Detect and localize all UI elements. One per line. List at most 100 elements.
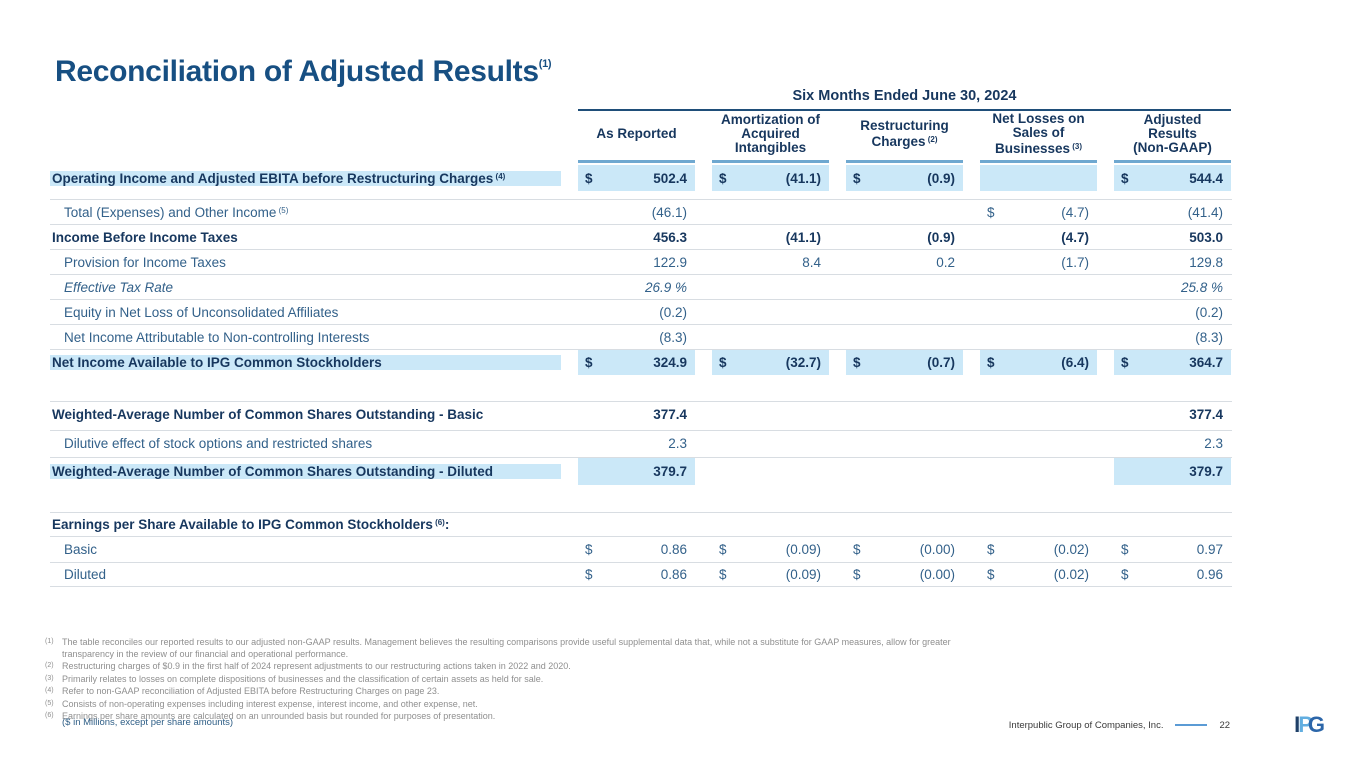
footer-company-name: Interpublic Group of Companies, Inc. (1008, 719, 1164, 731)
value-cell: (46.1) (651, 204, 687, 220)
value-cell (712, 200, 829, 224)
value-cell (712, 431, 829, 455)
period-header: Six Months Ended June 30, 2024 (578, 88, 1231, 111)
row-dilutive-effect-stock-options: Dilutive effect of stock options and res… (50, 430, 1232, 455)
row-label-effective-tax-rate: Effective Tax Rate (64, 279, 174, 295)
row-weighted-average-shares-basic: Weighted-Average Number of Common Shares… (50, 401, 1232, 426)
value-cell: $ (0.09) (719, 567, 821, 582)
value-cell (846, 200, 963, 224)
row-label-dilutive-effect-stock-options: Dilutive effect of stock options and res… (64, 435, 373, 451)
row-label-equity-net-loss-unconsolidated-affiliates: Equity in Net Loss of Unconsolidated Aff… (64, 304, 339, 320)
table-section-sec-main: Operating Income and Adjusted EBITA befo… (50, 165, 1232, 375)
value-cell: 379.7 (1114, 458, 1231, 485)
value-cell (846, 275, 963, 299)
row-label-income-before-income-taxes: Income Before Income Taxes (52, 229, 238, 245)
row-label-total-expenses-other-income: Total (Expenses) and Other Income (5) (64, 204, 289, 220)
value-cell (980, 275, 1097, 299)
logo-letter-i: I (1294, 712, 1300, 737)
row-operating-income-adjusted-ebita: Operating Income and Adjusted EBITA befo… (50, 165, 1232, 191)
row-label-eps-diluted: Diluted (64, 567, 107, 582)
units-note: ($ in Millions, except per share amounts… (62, 717, 234, 728)
row-label-eps-basic: Basic (64, 542, 98, 557)
value-cell: $364.7 (1114, 350, 1231, 375)
page-title: Reconciliation of Adjusted Results(1) (55, 55, 552, 89)
value-cell (980, 402, 1097, 426)
column-header-amortization-acquired-intangibles: Amortization of Acquired Intangibles (712, 111, 829, 163)
value-cell: (1.7) (1061, 254, 1089, 270)
value-cell: $0.96 (1121, 567, 1223, 582)
page-title-footnote-ref: (1) (538, 58, 552, 70)
value-cell: 25.8 % (1180, 279, 1223, 295)
value-cell: $0.97 (1121, 542, 1223, 557)
row-provision-for-income-taxes: Provision for Income Taxes 122.9 8.4 0.2 (1.… (50, 249, 1232, 274)
reconciliation-table: Six Months Ended June 30, 2024 As Report… (50, 88, 1232, 587)
value-cell: $324.9 (578, 350, 695, 375)
value-cell: (4.7) (1061, 229, 1089, 245)
row-net-income-noncontrolling-interests: Net Income Attributable to Non-controlli… (50, 324, 1232, 349)
value-cell: (41.1) (785, 229, 821, 245)
value-cell: 377.4 (1189, 406, 1223, 422)
value-cell (712, 300, 829, 324)
value-cell: 129.8 (1189, 254, 1223, 270)
value-cell: $ (41.1) (712, 165, 829, 191)
value-cell (980, 165, 1097, 191)
footer: Interpublic Group of Companies, Inc. 22 … (1008, 712, 1325, 737)
value-cell: 377.4 (653, 406, 687, 422)
value-cell: 503.0 (1189, 229, 1223, 245)
value-cell: (41.4) (1187, 204, 1223, 220)
value-cell: $ (0.09) (719, 542, 821, 557)
ipg-logo: IPG (1294, 712, 1325, 737)
value-cell: $ (4.7) (987, 204, 1089, 220)
value-cell (1114, 513, 1231, 536)
value-cell: (0.2) (659, 304, 687, 320)
logo-letter-p: P (1298, 712, 1313, 737)
row-label-provision-for-income-taxes: Provision for Income Taxes (64, 254, 226, 270)
table-section-sec-shares: Weighted-Average Number of Common Shares… (50, 401, 1232, 485)
value-cell: 456.3 (653, 229, 687, 245)
row-label-operating-income-adjusted-ebita: Operating Income and Adjusted EBITA befo… (50, 170, 561, 186)
value-cell: (8.3) (1195, 329, 1223, 345)
value-cell: (8.3) (659, 329, 687, 345)
value-cell: $502.4 (578, 165, 695, 191)
value-cell: $ (0.9) (846, 165, 963, 191)
row-eps-header: Earnings per Share Available to IPG Comm… (50, 512, 1232, 537)
logo-letter-g: G (1307, 712, 1325, 737)
row-eps-diluted: Diluted $0.86 $ (0.09) $ (0.00) $ (0.02) $0.96 (50, 562, 1232, 587)
value-cell: 122.9 (653, 254, 687, 270)
value-cell: $0.86 (585, 567, 687, 582)
value-cell (846, 402, 963, 426)
value-cell: 26.9 % (644, 279, 687, 295)
value-cell: $ (0.00) (853, 567, 955, 582)
row-net-income-available-ipg-stockholders: Net Income Available to IPG Common Stock… (50, 349, 1232, 375)
value-cell (980, 431, 1097, 455)
value-cell (712, 402, 829, 426)
value-cell (980, 458, 1097, 485)
value-cell: $ (6.4) (980, 350, 1097, 375)
value-cell (846, 300, 963, 324)
value-cell (712, 325, 829, 349)
footnote-3: (3) Primarily relates to losses on comple… (45, 673, 544, 684)
footnote-2: (2) Restructuring charges of $0.9 in the … (45, 661, 571, 671)
column-header-restructuring-charges: Restructuring Charges (2) (846, 111, 963, 163)
footnote-1: (1) The table reconciles our reported res… (45, 637, 951, 659)
footer-divider-line (1175, 724, 1208, 726)
value-cell (712, 513, 829, 536)
value-cell: 2.3 (668, 435, 687, 451)
table-section-sec-eps: Earnings per Share Available to IPG Comm… (50, 512, 1232, 587)
value-cell: (0.2) (1195, 304, 1223, 320)
value-cell: $ (0.02) (987, 567, 1089, 582)
footnotes: (1) The table reconciles our reported res… (45, 636, 997, 723)
value-cell (980, 513, 1097, 536)
column-header-net-losses-sales-businesses: Net Losses on Sales of Businesses (3) (980, 111, 1097, 163)
column-header-as-reported: As Reported (578, 111, 695, 163)
value-cell: $ (0.7) (846, 350, 963, 375)
value-cell: $ (0.00) (853, 542, 955, 557)
row-label-weighted-average-shares-diluted: Weighted-Average Number of Common Shares… (50, 464, 561, 479)
value-cell: $ (0.02) (987, 542, 1089, 557)
value-cell: $0.86 (585, 542, 687, 557)
row-weighted-average-shares-diluted: Weighted-Average Number of Common Shares… (50, 457, 1232, 485)
table-body: Operating Income and Adjusted EBITA befo… (50, 165, 1232, 587)
row-eps-basic: Basic $0.86 $ (0.09) $ (0.00) $ (0.02) $0.97 (50, 537, 1232, 562)
footnote-5: (5) Consists of non-operating expenses in… (45, 698, 478, 709)
